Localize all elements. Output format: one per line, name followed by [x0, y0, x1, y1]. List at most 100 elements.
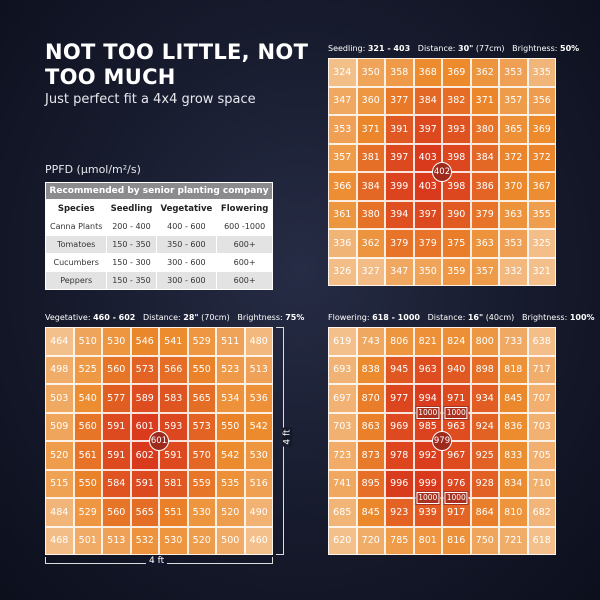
dimension-tick	[276, 327, 284, 328]
ppfd-cell: 870	[356, 384, 385, 413]
stage-label: Seedling:	[328, 44, 366, 53]
ppfd-cell: 925	[470, 441, 499, 470]
ppfd-cell: 928	[470, 469, 499, 498]
ppfd-cell: 375	[442, 229, 471, 258]
ppfd-cell: 810	[499, 498, 528, 527]
ppfd-cell: 370	[499, 172, 528, 201]
ppfd-cell: 327	[356, 257, 385, 286]
ppfd-cell: 963	[413, 355, 442, 384]
ppfd-cell: 733	[499, 327, 528, 356]
ppfd-cell: 397	[413, 115, 442, 144]
table-cell: Cucumbers	[44, 253, 108, 272]
ppfd-cell: 707	[527, 384, 556, 413]
ppfd-cell: 355	[527, 200, 556, 229]
table-cell: 300 - 600	[155, 271, 218, 290]
ppfd-cell: 550	[187, 355, 216, 384]
ppfd-range: 321 - 403	[367, 44, 411, 53]
ppfd-cell: 741	[328, 469, 357, 498]
ppfd-cell: 703	[328, 412, 357, 441]
ppfd-cell: 821	[413, 327, 442, 356]
ppfd-cell: 541	[159, 327, 188, 356]
ppfd-cell: 529	[73, 498, 102, 527]
ppfd-cell: 743	[356, 327, 385, 356]
brightness-label: Brightness:	[237, 313, 283, 322]
ppfd-cell: 570	[187, 441, 216, 470]
ppfd-cell: 697	[328, 384, 357, 413]
ppfd-cell: 399	[385, 172, 414, 201]
table-cell: Peppers	[44, 271, 108, 290]
ppfd-cell: 324	[328, 58, 357, 87]
ppfd-cell: 394	[385, 200, 414, 229]
table-cell: 600+	[216, 271, 273, 290]
ppfd-cell: 468	[45, 526, 74, 555]
dimension-tick	[272, 557, 273, 564]
max-ppfd-marker: 1000	[415, 491, 441, 505]
ppfd-cell: 380	[356, 200, 385, 229]
column-header: Flowering	[216, 199, 273, 218]
ppfd-cell: 806	[385, 327, 414, 356]
ppfd-cell: 581	[159, 469, 188, 498]
ppfd-cell: 703	[527, 412, 556, 441]
max-ppfd-marker: 1000	[443, 491, 469, 505]
ppfd-cell: 924	[470, 412, 499, 441]
ppfd-cell: 397	[413, 200, 442, 229]
ppfd-cell: 484	[45, 498, 74, 527]
ppfd-cell: 525	[73, 355, 102, 384]
ppfd-cell: 520	[216, 498, 245, 527]
ppfd-cell: 350	[413, 257, 442, 286]
ppfd-cell: 515	[45, 469, 74, 498]
ppfd-cell: 969	[385, 412, 414, 441]
ppfd-cell: 682	[527, 498, 556, 527]
ppfd-cell: 710	[527, 469, 556, 498]
ppfd-cell: 584	[102, 469, 131, 498]
ppfd-cell: 818	[499, 355, 528, 384]
ppfd-cell: 800	[470, 327, 499, 356]
vegetative-ppfd-grid: 464 510 530 546 541 529 511 480 498 525 560 573 566 5…	[45, 327, 273, 555]
ppfd-cell: 534	[216, 384, 245, 413]
ppfd-cell: 365	[499, 115, 528, 144]
ppfd-cell: 357	[499, 86, 528, 115]
width-dimension-label: 4 ft	[146, 556, 168, 566]
ppfd-cell: 490	[244, 498, 273, 527]
table-row: Tomatoes 150 - 350 350 - 600 600+	[44, 235, 273, 254]
ppfd-cell: 520	[187, 526, 216, 555]
ppfd-cell: 377	[385, 86, 414, 115]
ppfd-cell: 347	[328, 86, 357, 115]
ppfd-cell: 845	[499, 384, 528, 413]
ppfd-cell: 550	[73, 469, 102, 498]
ppfd-cell: 380	[470, 115, 499, 144]
ppfd-cell: 347	[385, 257, 414, 286]
page-subtitle: Just perfect fit a 4x4 grow space	[45, 92, 256, 107]
ppfd-cell: 540	[73, 384, 102, 413]
seedling-ppfd-grid: 324 350 358 368 369 362 353 335 347 360 377 384 382 3…	[328, 58, 556, 286]
ppfd-cell: 362	[356, 229, 385, 258]
ppfd-cell: 501	[73, 526, 102, 555]
ppfd-cell: 384	[413, 86, 442, 115]
ppfd-cell: 384	[470, 143, 499, 172]
ppfd-cell: 720	[356, 526, 385, 555]
ppfd-cell: 550	[216, 412, 245, 441]
ppfd-cell: 838	[356, 355, 385, 384]
ppfd-cell: 369	[442, 58, 471, 87]
ppfd-cell: 589	[130, 384, 159, 413]
column-header: Seedling	[106, 199, 157, 218]
ppfd-cell: 529	[187, 327, 216, 356]
ppfd-cell: 397	[385, 143, 414, 172]
column-header: Vegetative	[155, 199, 218, 218]
flowering-grid-label: Flowering: 618 - 1000 Distance: 16" (40c…	[328, 313, 595, 322]
ppfd-cell: 382	[442, 86, 471, 115]
recommended-ppfd-table: Recommended by senior planting company S…	[44, 182, 273, 290]
ppfd-cell: 358	[385, 58, 414, 87]
distance-label: Distance:	[417, 44, 456, 53]
ppfd-cell: 573	[187, 412, 216, 441]
ppfd-cell: 836	[499, 412, 528, 441]
ppfd-cell: 560	[102, 498, 131, 527]
table-cell: 150 - 350	[106, 271, 157, 290]
ppfd-cell: 503	[45, 384, 74, 413]
distance-value: 30"	[458, 44, 474, 53]
ppfd-cell: 577	[102, 384, 131, 413]
table-cell: 600 -1000	[216, 217, 273, 236]
ppfd-cell: 573	[130, 355, 159, 384]
ppfd-cell: 384	[356, 172, 385, 201]
ppfd-cell: 371	[470, 86, 499, 115]
